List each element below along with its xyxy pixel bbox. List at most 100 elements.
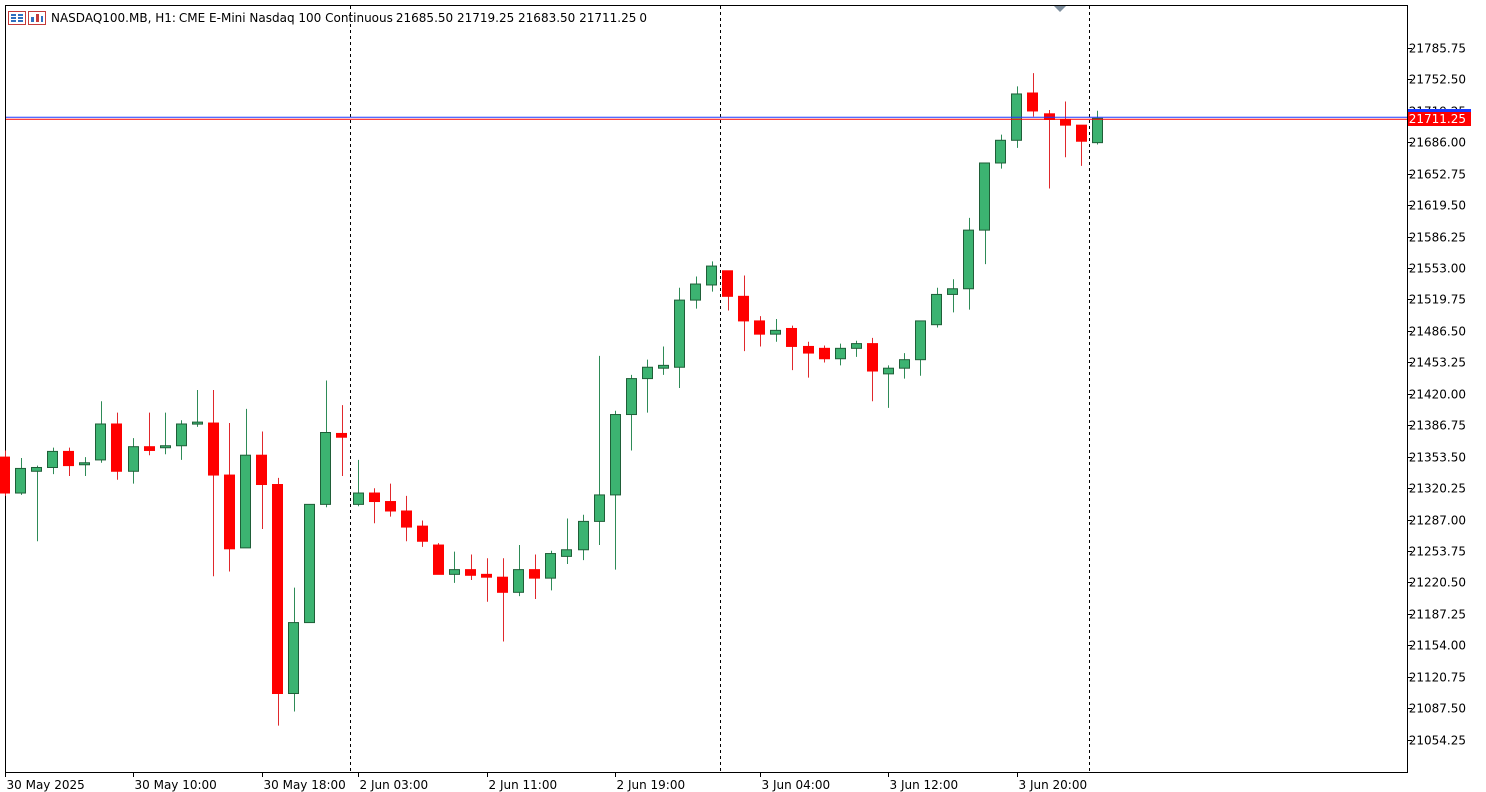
candle bbox=[15, 458, 26, 495]
candle bbox=[0, 450, 10, 496]
candle bbox=[883, 365, 894, 408]
candle-body bbox=[979, 162, 990, 231]
candle-body bbox=[594, 494, 605, 522]
candle-body bbox=[336, 432, 347, 438]
candle bbox=[417, 520, 428, 547]
candle-body bbox=[561, 549, 572, 557]
candle-body bbox=[31, 466, 42, 472]
y-tick-label: 21320.25 bbox=[1409, 482, 1466, 496]
current-price-label: 21711.25 bbox=[1409, 112, 1466, 126]
candle bbox=[256, 431, 267, 529]
candle bbox=[31, 465, 42, 542]
x-axis: 30 May 2025 30 May 10:00 30 May 18:00 2 Jun… bbox=[5, 772, 1088, 792]
candle-body bbox=[722, 270, 733, 297]
candle-body bbox=[626, 378, 637, 416]
candle-body bbox=[304, 503, 315, 624]
y-tick-label: 21519.75 bbox=[1409, 293, 1466, 307]
y-tick-label: 21785.75 bbox=[1409, 42, 1466, 56]
candle bbox=[786, 325, 797, 371]
y-tick-label: 21752.50 bbox=[1409, 73, 1466, 87]
candle bbox=[176, 420, 187, 460]
candle-body bbox=[417, 525, 428, 542]
y-tick-label: 21686.00 bbox=[1409, 136, 1466, 150]
candle bbox=[481, 558, 492, 602]
candle bbox=[835, 343, 846, 366]
candle-body bbox=[995, 139, 1006, 164]
candle-body bbox=[401, 510, 412, 528]
candle-body bbox=[851, 343, 862, 349]
x-tick-label: 30 May 10:00 bbox=[135, 778, 217, 792]
candle bbox=[401, 495, 412, 542]
x-tick-label: 30 May 2025 bbox=[7, 778, 85, 792]
candle-body bbox=[1027, 92, 1038, 112]
y-tick-label: 21287.00 bbox=[1409, 514, 1466, 528]
chart-properties-icon[interactable] bbox=[28, 11, 46, 25]
candle-body bbox=[513, 569, 524, 593]
candle bbox=[497, 558, 508, 642]
y-tick-label: 21253.75 bbox=[1409, 545, 1466, 559]
candle bbox=[529, 554, 540, 599]
candle-body bbox=[1092, 117, 1103, 144]
candle bbox=[899, 353, 910, 379]
x-tick-label: 3 Jun 12:00 bbox=[890, 778, 959, 792]
tick-volume: 0 bbox=[639, 11, 648, 25]
candle bbox=[754, 316, 765, 347]
candle bbox=[465, 554, 476, 581]
candle-body bbox=[803, 345, 814, 354]
candle bbox=[1076, 124, 1087, 166]
candle bbox=[369, 488, 380, 524]
candle-body bbox=[706, 265, 717, 286]
chart-shift-marker-icon[interactable] bbox=[1054, 6, 1066, 12]
menu-icon[interactable] bbox=[8, 11, 26, 25]
x-tick-label: 3 Jun 20:00 bbox=[1019, 778, 1088, 792]
y-tick-label: 21353.50 bbox=[1409, 451, 1466, 465]
candle bbox=[128, 438, 139, 484]
candle bbox=[1092, 110, 1103, 145]
candle bbox=[336, 405, 347, 477]
candle-body bbox=[1060, 118, 1071, 126]
candle-body bbox=[642, 366, 653, 380]
candle bbox=[642, 359, 653, 413]
candle-body bbox=[931, 293, 942, 326]
x-tick-label: 30 May 18:00 bbox=[264, 778, 346, 792]
candle-body bbox=[353, 492, 364, 505]
candle bbox=[706, 261, 717, 292]
candle-body bbox=[256, 454, 267, 486]
y-tick-label: 21619.50 bbox=[1409, 199, 1466, 213]
candle-body bbox=[819, 347, 830, 360]
candle-body bbox=[754, 320, 765, 335]
candle-body bbox=[578, 520, 589, 551]
candle bbox=[160, 412, 171, 455]
y-tick-label: 21453.25 bbox=[1409, 356, 1466, 370]
x-tick-label: 3 Jun 04:00 bbox=[762, 778, 831, 792]
candle bbox=[47, 447, 58, 475]
candle bbox=[561, 518, 572, 564]
y-tick-label: 21553.00 bbox=[1409, 262, 1466, 276]
candle-body bbox=[176, 423, 187, 447]
candle bbox=[513, 545, 524, 597]
candle-body bbox=[545, 553, 556, 579]
x-tick-label: 2 Jun 03:00 bbox=[360, 778, 429, 792]
y-tick-label: 21486.50 bbox=[1409, 325, 1466, 339]
candle bbox=[851, 340, 862, 357]
candle-body bbox=[449, 569, 460, 575]
candle-body bbox=[95, 423, 106, 461]
candle bbox=[208, 389, 219, 577]
candle-body bbox=[433, 544, 444, 575]
candle-body bbox=[208, 422, 219, 476]
candle-body bbox=[658, 364, 669, 369]
candle-body bbox=[899, 359, 910, 369]
candle bbox=[192, 389, 203, 427]
candle-body bbox=[674, 299, 685, 368]
candle-body bbox=[240, 454, 251, 549]
candle bbox=[272, 477, 283, 726]
x-tick-label: 2 Jun 19:00 bbox=[617, 778, 686, 792]
candle-body bbox=[111, 423, 122, 472]
candle bbox=[545, 550, 556, 591]
candle-body bbox=[1044, 113, 1055, 120]
candle bbox=[304, 503, 315, 624]
symbol-label: NASDAQ100.MB, H1: bbox=[51, 11, 176, 25]
y-tick-label: 21054.25 bbox=[1409, 734, 1466, 748]
y-axis: 21785.7521752.5021719.2521686.0021652.75… bbox=[1407, 42, 1471, 748]
